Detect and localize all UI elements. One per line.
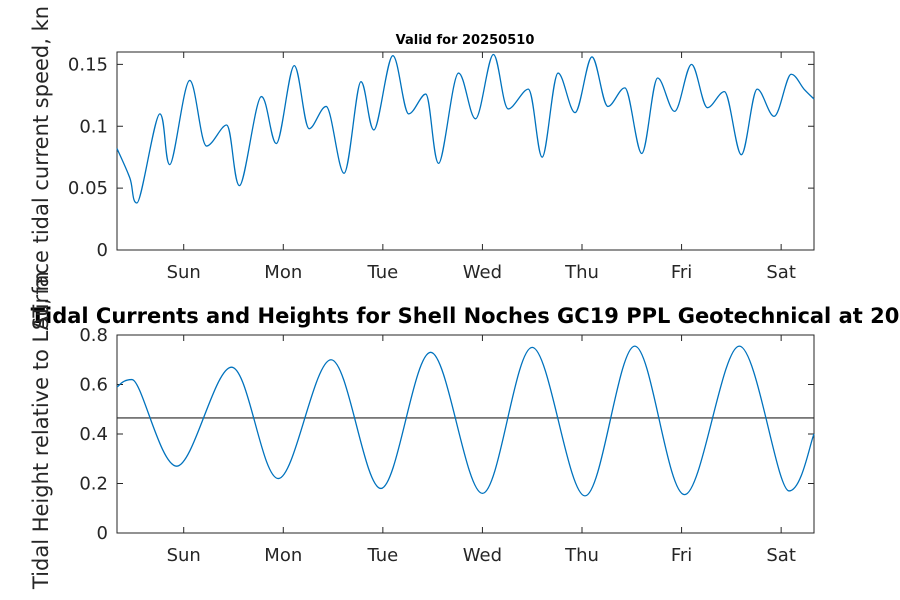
current-speed-y-ticks: 0 0.05 0.1 0.15	[68, 54, 814, 261]
tidal-height-series-line	[116, 345, 815, 497]
current-speed-y-tick-label: 0.05	[68, 178, 108, 199]
current-speed-x-tick-label: Sun	[167, 262, 201, 283]
current-speed-x-tick-label: Mon	[264, 262, 302, 283]
current-speed-x-tick-label: Tue	[366, 262, 398, 283]
current-speed-x-tick-label: Sat	[766, 262, 796, 283]
current-speed-y-tick-label: 0.15	[68, 54, 108, 75]
current-speed-x-ticks: Sun Mon Tue Wed Thu Fri Sat	[167, 52, 796, 283]
tidal-height-x-tick-label: Mon	[264, 545, 302, 566]
tidal-height-y-tick-label: 0.2	[79, 474, 108, 495]
current-speed-ylabel: Surface tidal current speed, kn	[29, 6, 53, 330]
tidal-height-x-tick-label: Tue	[366, 545, 398, 566]
tidal-height-x-ticks: Sun Mon Tue Wed Thu Fri Sat	[167, 335, 796, 566]
current-speed-plot-area	[116, 51, 815, 251]
current-speed-axes: 0 0.05 0.1 0.15 Sun Mon Tue Wed Thu Fri Sat Valid…	[68, 33, 815, 283]
tidal-height-x-tick-label: Sun	[167, 545, 201, 566]
current-speed-y-tick-label: 0	[97, 240, 108, 261]
tidal-height-y-tick-label: 0.4	[79, 424, 108, 445]
current-speed-y-tick-label: 0.1	[79, 116, 108, 137]
tidal-height-y-tick-label: 0	[97, 523, 108, 544]
tidal-height-y-ticks: 0 0.2 0.4 0.6 0.8	[79, 325, 814, 544]
tidal-height-y-tick-label: 0.8	[79, 325, 108, 346]
tidal-height-ylabel: Tidal Height relative to LAT, m	[29, 271, 53, 590]
tidal-height-title: Tidal Currents and Heights for Shell Noc…	[31, 304, 900, 328]
current-speed-x-tick-label: Fri	[671, 262, 692, 283]
current-speed-series-line	[116, 53, 815, 204]
tidal-height-axes: 0 0.2 0.4 0.6 0.8 Sun Mon Tue Wed Thu Fri Sat Tida…	[31, 304, 900, 566]
tidal-height-x-tick-label: Fri	[671, 545, 692, 566]
current-speed-title: Valid for 20250510	[396, 33, 535, 48]
tidal-height-plot-area	[116, 334, 815, 534]
tidal-height-x-tick-label: Sat	[766, 545, 796, 566]
tidal-height-x-tick-label: Wed	[463, 545, 502, 566]
tidal-height-y-tick-label: 0.6	[79, 375, 108, 396]
current-speed-x-tick-label: Thu	[564, 262, 599, 283]
current-speed-x-tick-label: Wed	[463, 262, 502, 283]
tidal-height-x-tick-label: Thu	[564, 545, 599, 566]
